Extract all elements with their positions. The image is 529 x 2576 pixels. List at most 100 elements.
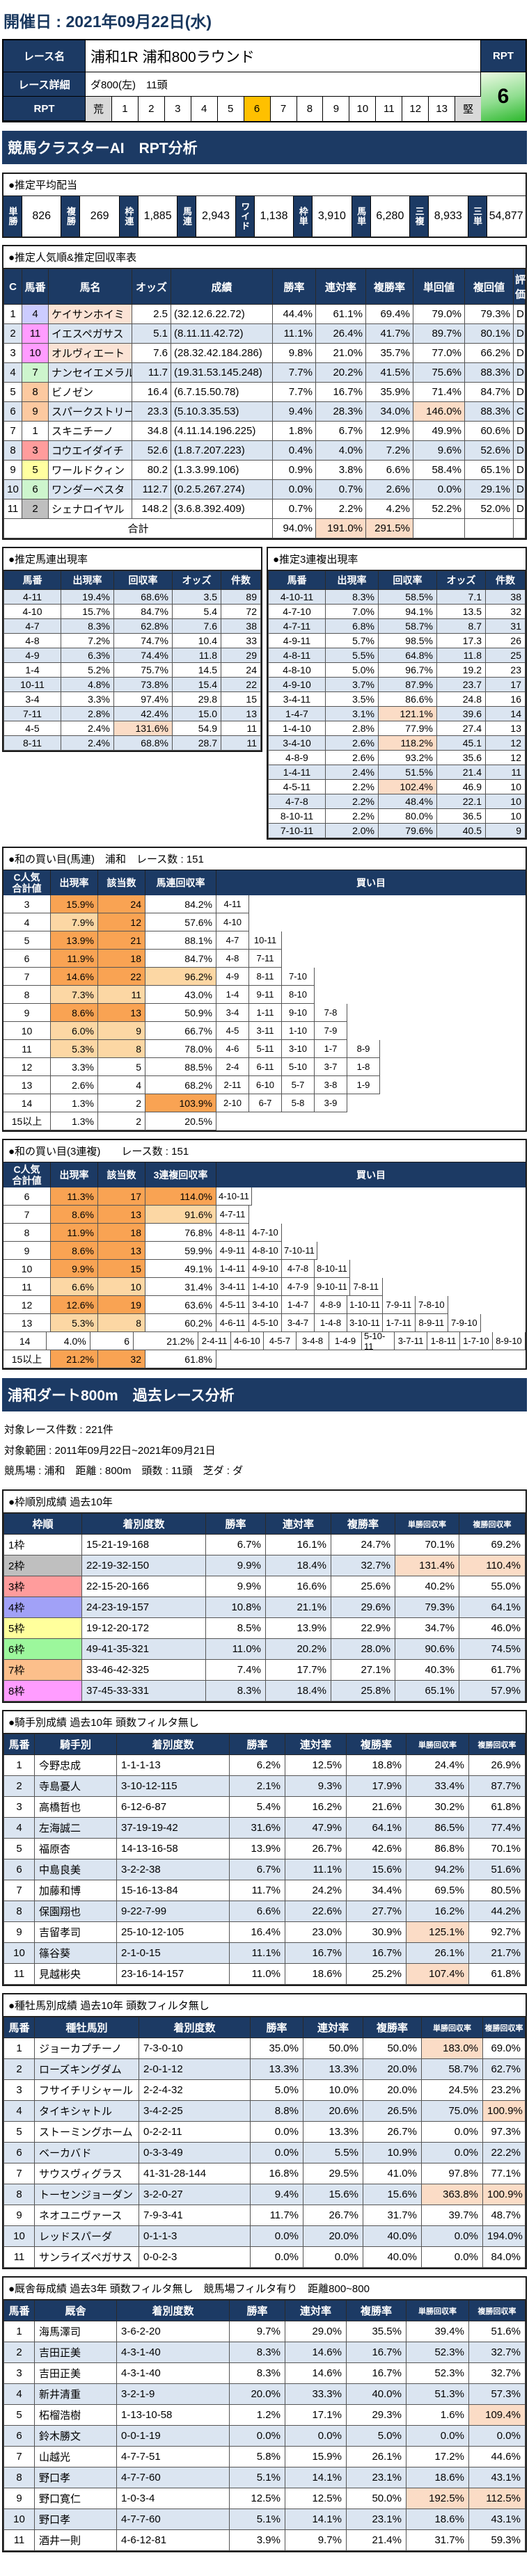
pick-cell: 4-10 (216, 913, 249, 932)
table-body: 1 海馬澤司 3-6-2-20 9.7% 29.0% 35.5% 39.4% 51.6% 2 吉田… (3, 2321, 526, 2552)
return-rate-cell: 74.7% (113, 633, 173, 648)
record-cell: 0-2-2-11 (139, 2121, 251, 2143)
section-title-past: 浦和ダート800m 過去レース分析 (2, 1378, 527, 1412)
stat-cell: 26.9% (468, 1754, 526, 1777)
record-cell: 15-21-19-168 (81, 1534, 206, 1556)
combo-cell: 8-11 (3, 735, 61, 751)
stat-cell: 16.1% (265, 1534, 331, 1556)
sum-value-cell: 12 (3, 1296, 51, 1315)
count-cell: 11 (221, 721, 261, 736)
rentai-rate-cell: 61.1% (315, 304, 366, 324)
table-row: 4-9 6.3% 74.4% 11.8 29 (3, 648, 261, 663)
rpt-scale-cell: 2 (139, 97, 165, 121)
rpt-scale: 荒 1 2 3 4 5 6 7 8 9 10 11 12 13 堅 (86, 97, 482, 121)
horse-number-cell: 9 (3, 2205, 35, 2227)
horse-name-cell: ナンセイエメラルド (48, 362, 132, 383)
fuku-return-cell: 88.3% (464, 362, 514, 383)
picks-group: 4-5 3-11 1-10 7-9 (216, 1022, 347, 1041)
appear-rate-cell: 11.3% (51, 1187, 98, 1206)
fuku-return-cell: 60.6% (464, 421, 514, 441)
table-row: 4-7 8.3% 62.8% 7.6 38 (3, 618, 261, 634)
rentai-rate-cell: 20.2% (315, 362, 366, 383)
table-row: 4 タイキシャトル 3-4-2-25 8.8% 20.6% 26.5% 75.0% 100.9… (3, 2100, 526, 2122)
appear-rate-cell: 9.9% (51, 1260, 98, 1279)
appear-rate-cell: 2.6% (325, 750, 379, 765)
waku-cell: 1枠 (3, 1534, 82, 1556)
stat-cell: 21.4% (346, 2529, 406, 2552)
count-cell: 17 (485, 677, 526, 692)
c-rank-cell: 7 (3, 421, 22, 441)
rpt-scale-cell: 4 (191, 97, 218, 121)
stat-cell: 5.8% (229, 2446, 285, 2468)
horse-number-cell: 5 (22, 460, 49, 480)
return-rate-cell: 75.7% (113, 662, 173, 678)
odds-cell: 54.9 (172, 721, 221, 736)
waku-cell: 5枠 (3, 1617, 82, 1640)
odds-cell: 15.0 (172, 706, 221, 721)
buy-table-row: 14 4.0% 6 21.2% 2-4-11 4-6-10 4-5-7 3-4-8 1-4-9 5… (3, 1331, 526, 1352)
stat-cell: 16.2% (285, 1796, 347, 1818)
column-header: 馬番 (3, 2300, 35, 2322)
count-cell: 29 (221, 648, 261, 663)
combo-cell: 1-4 (3, 662, 61, 678)
header-row: 馬番 出現率 回収率 オッズ 件数 (268, 570, 526, 590)
c-rank-cell: 8 (3, 440, 22, 461)
picks-group: 4-8-11 4-7-10 (216, 1224, 282, 1242)
stat-cell: 13.3% (303, 2121, 363, 2143)
stat-cell: 70.1% (468, 1838, 526, 1860)
pick-cell: 4-9 (216, 968, 249, 986)
stat-cell: 0.0% (250, 2142, 303, 2164)
total-label: 合計 (3, 518, 273, 538)
odds-cell: 46.9 (436, 779, 486, 794)
win-rate-cell: 9.4% (272, 401, 316, 422)
rpt-scale-cell: 7 (271, 97, 297, 121)
appear-rate-cell: 5.3% (51, 1314, 98, 1333)
stat-cell: 0.0% (406, 2425, 469, 2447)
name-cell: フサイチリシャール (34, 2079, 139, 2102)
appear-rate-cell: 5.2% (61, 662, 114, 678)
pick-cell: 7-9-11 (382, 1296, 416, 1315)
rpt-box-header: RPT (481, 40, 526, 72)
record-cell: 24-23-19-157 (81, 1597, 206, 1619)
column-header: 着別度数 (139, 2017, 251, 2039)
analysis-info-line: 対象範囲 : 2011年09月22日~2021年09月21日 (4, 1444, 216, 1457)
buy-table-row: 7 14.6% 22 96.2% 4-9 8-11 7-10 (3, 968, 526, 986)
pick-cell: 4-5 (216, 1022, 249, 1041)
table-body: 1 ジョーカプチーノ 7-3-0-10 35.0% 50.0% 50.0% 183.0% 69… (3, 2038, 526, 2269)
return-rate-cell: 74.4% (113, 648, 173, 663)
appear-rate-cell: 2.8% (61, 706, 114, 721)
stat-cell: 14.1% (285, 2509, 347, 2531)
stat-cell: 24.7% (331, 1534, 395, 1556)
stat-cell: 21.1% (265, 1597, 331, 1619)
stat-cell: 40.0% (363, 2225, 422, 2248)
rpt-scale-cell: 荒 (86, 97, 112, 121)
table-row: 47ナンセイエメラルド11.7(19.31.53.145.248)7.7%20.… (3, 362, 526, 383)
payout-box: ●推定平均配当 単勝 826 複勝 269 枠連 1,885 馬連 2,943 ワイド 1,138… (2, 173, 527, 238)
column-header: 馬連回収率 (145, 870, 216, 896)
table-row: 1 海馬澤司 3-6-2-20 9.7% 29.0% 35.5% 39.4% 51.6% (3, 2321, 526, 2343)
odds-cell: 11.7 (132, 362, 171, 383)
horse-number-cell: 7 (3, 2446, 35, 2468)
odds-cell: 52.6 (132, 440, 171, 461)
fukusho-rate-cell: 6.6% (365, 460, 413, 480)
stat-cell: 25.8% (331, 1680, 395, 1702)
analysis-info-line: 対象レース件数 : 221件 (4, 1424, 113, 1437)
horse-number-cell: 3 (3, 1796, 35, 1818)
appear-rate-cell: 6.3% (61, 648, 114, 663)
horse-number-cell: 4 (22, 304, 49, 324)
pick-cell: 1-7-10 (460, 1332, 493, 1351)
stat-cell: 1.6% (406, 2404, 469, 2426)
table-row: 4-5-11 2.2% 102.4% 46.9 10 (268, 779, 526, 794)
stat-cell: 16.7% (285, 1942, 347, 1965)
header-row: 馬番 厩舎 着別度数 勝率 連対率 複勝率 単勝回収率 複勝回収率 (3, 2300, 526, 2322)
tan-return-cell: 146.0% (413, 401, 465, 422)
column-header: 複勝率 (363, 2017, 422, 2039)
pick-cell: 1-4-9 (329, 1332, 362, 1351)
stat-cell: 69.0% (482, 2038, 526, 2060)
rentai-rate-cell: 0.7% (315, 479, 366, 499)
pick-cell: 6-7 (249, 1094, 282, 1113)
race-detail: ダ800(左) 11頭 (86, 72, 481, 97)
table-body: 4-10-11 8.3% 58.5% 7.1 38 4-7-10 7.0% 94.1% 13.5… (268, 589, 526, 838)
stat-cell: 24.4% (406, 1754, 469, 1777)
appear-rate-cell: 6.0% (51, 1022, 98, 1041)
